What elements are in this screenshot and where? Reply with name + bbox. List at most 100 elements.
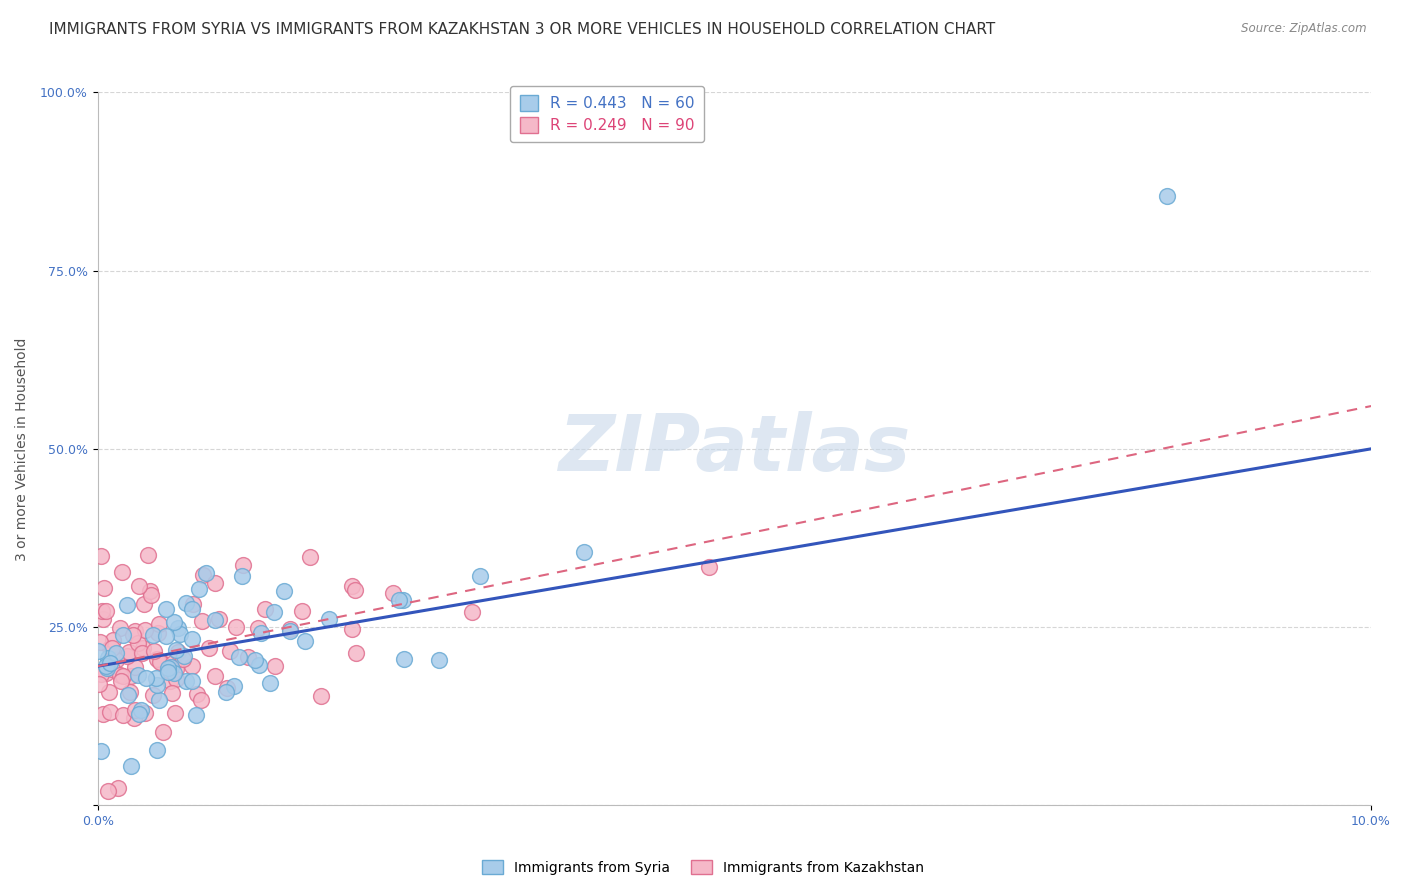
Point [131,646,153,660]
Point [181,659,204,673]
Point [344,646,367,660]
Point [128,579,150,593]
Point [101,662,124,676]
Point [343,583,366,598]
Point [236,650,259,665]
Point [194,566,217,580]
Point [342,622,364,636]
Point [165,662,187,676]
Point [198,641,221,656]
Point [294,633,316,648]
Point [107,780,129,795]
Point [115,598,138,612]
Point [120,669,142,683]
Point [124,703,146,717]
Point [94,604,117,618]
Point [143,644,166,658]
Point [208,612,231,626]
Point [254,601,277,615]
Point [118,685,141,699]
Point [128,706,150,721]
Point [160,686,183,700]
Point [186,707,208,722]
Point [250,625,273,640]
Legend: R = 0.443   N = 60, R = 0.249   N = 90: R = 0.443 N = 60, R = 0.249 N = 90 [510,86,704,142]
Text: IMMIGRANTS FROM SYRIA VS IMMIGRANTS FROM KAZAKHSTAN 3 OR MORE VEHICLES IN HOUSEH: IMMIGRANTS FROM SYRIA VS IMMIGRANTS FROM… [49,22,995,37]
Point [98,656,121,670]
Point [163,706,186,720]
Point [165,672,187,686]
Point [139,584,162,599]
Point [204,668,226,682]
Point [468,569,491,583]
Point [181,632,204,647]
Point [132,640,155,655]
Point [90,744,112,758]
Point [104,646,127,660]
Point [124,660,146,674]
Point [87,677,110,691]
Point [146,678,169,692]
Point [112,627,135,641]
Point [160,660,183,674]
Point [224,679,246,693]
Point [157,663,180,677]
Point [215,685,238,699]
Point [246,621,269,635]
Point [340,579,363,593]
Point [97,784,120,798]
Point [152,724,174,739]
Point [697,560,720,574]
Point [191,567,214,582]
Point [167,621,190,635]
Text: ZIPatlas: ZIPatlas [558,411,911,487]
Point [149,655,172,669]
Point [150,655,173,669]
Point [91,706,114,721]
Point [427,653,450,667]
Point [172,652,194,666]
Point [100,640,122,655]
Point [318,612,340,626]
Point [162,656,184,670]
Point [120,759,142,773]
Point [142,627,165,641]
Point [142,688,165,702]
Point [90,549,112,564]
Point [117,688,139,702]
Point [174,674,197,689]
Point [572,544,595,558]
Point [110,674,132,689]
Point [392,652,415,666]
Point [155,602,177,616]
Point [259,676,281,690]
Point [181,602,204,616]
Point [309,689,332,703]
Point [93,612,115,626]
Point [146,652,169,666]
Point [127,636,149,650]
Point [231,569,253,583]
Point [148,693,170,707]
Point [145,671,167,685]
Point [174,596,197,610]
Point [139,588,162,602]
Point [1156,189,1178,203]
Point [89,634,111,648]
Point [132,597,155,611]
Point [98,685,121,699]
Point [186,687,208,701]
Point [181,597,204,611]
Point [148,617,170,632]
Point [392,593,415,607]
Point [173,649,195,664]
Point [249,657,271,672]
Legend: Immigrants from Syria, Immigrants from Kazakhstan: Immigrants from Syria, Immigrants from K… [477,855,929,880]
Point [219,644,242,658]
Point [263,658,285,673]
Point [96,661,118,675]
Point [204,576,226,591]
Point [129,703,152,717]
Point [167,645,190,659]
Point [388,593,411,607]
